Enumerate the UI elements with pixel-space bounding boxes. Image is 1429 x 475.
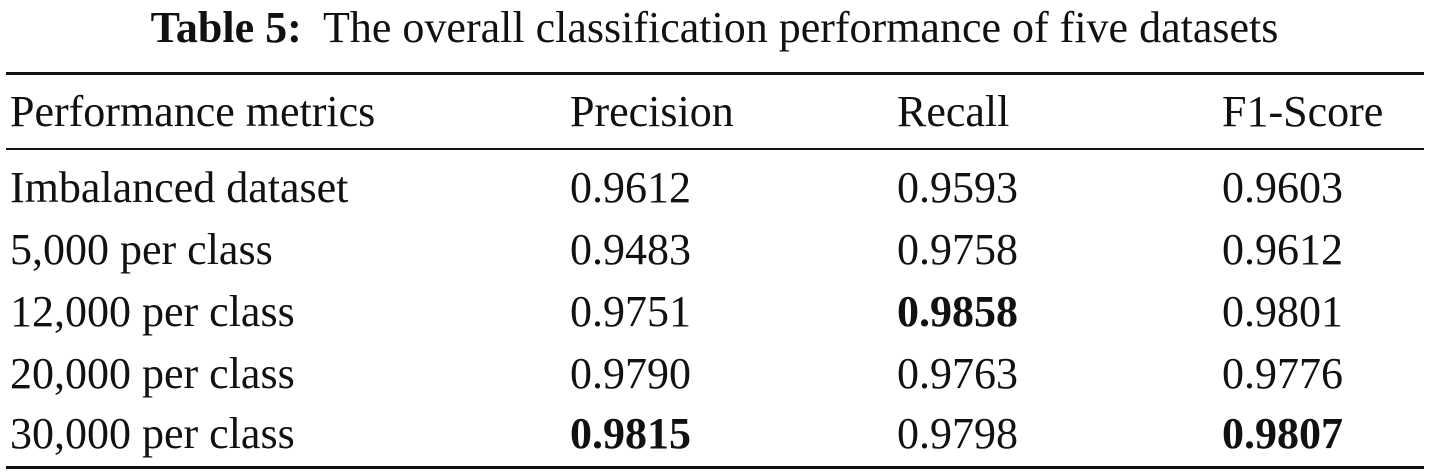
recall-value-best: 0.9858 xyxy=(897,287,1018,336)
recall-value: 0.9593 xyxy=(897,163,1018,212)
f1-score-value: 0.9776 xyxy=(1222,349,1343,398)
precision-value: 0.9483 xyxy=(570,225,691,274)
recall-value: 0.9798 xyxy=(897,409,1018,458)
table-row: Imbalanced dataset 0.9612 0.9593 0.9603 xyxy=(0,158,1429,218)
header-performance-metrics: Performance metrics xyxy=(10,87,376,136)
row-label: 5,000 per class xyxy=(10,225,273,274)
row-label: 20,000 per class xyxy=(10,349,295,398)
precision-value: 0.9751 xyxy=(570,287,691,336)
f1-score-value: 0.9801 xyxy=(1222,287,1343,336)
table-row: 20,000 per class 0.9790 0.9763 0.9776 xyxy=(0,344,1429,404)
table-caption-label: Table 5: xyxy=(150,3,302,52)
f1-score-value: 0.9612 xyxy=(1222,225,1343,274)
row-label: 30,000 per class xyxy=(10,409,295,458)
recall-value: 0.9763 xyxy=(897,349,1018,398)
table-caption-text: The overall classification performance o… xyxy=(323,3,1279,52)
table-top-rule xyxy=(6,72,1424,75)
recall-value: 0.9758 xyxy=(897,225,1018,274)
row-label: 12,000 per class xyxy=(10,287,295,336)
table-row: 12,000 per class 0.9751 0.9858 0.9801 xyxy=(0,282,1429,342)
precision-value-best: 0.9815 xyxy=(570,409,691,458)
f1-score-value: 0.9603 xyxy=(1222,163,1343,212)
row-label: Imbalanced dataset xyxy=(10,163,349,212)
header-f1-score: F1-Score xyxy=(1222,87,1384,136)
table-header-row: Performance metrics Precision Recall F1-… xyxy=(0,82,1429,142)
precision-value: 0.9612 xyxy=(570,163,691,212)
header-precision: Precision xyxy=(570,87,734,136)
table-bottom-rule xyxy=(6,466,1424,469)
table-row: 30,000 per class 0.9815 0.9798 0.9807 xyxy=(0,404,1429,464)
table-row: 5,000 per class 0.9483 0.9758 0.9612 xyxy=(0,220,1429,280)
table-caption: Table 5: The overall classification perf… xyxy=(0,4,1429,52)
f1-score-value-best: 0.9807 xyxy=(1222,409,1343,458)
header-recall: Recall xyxy=(897,87,1010,136)
precision-value: 0.9790 xyxy=(570,349,691,398)
table-header-rule xyxy=(6,148,1424,150)
